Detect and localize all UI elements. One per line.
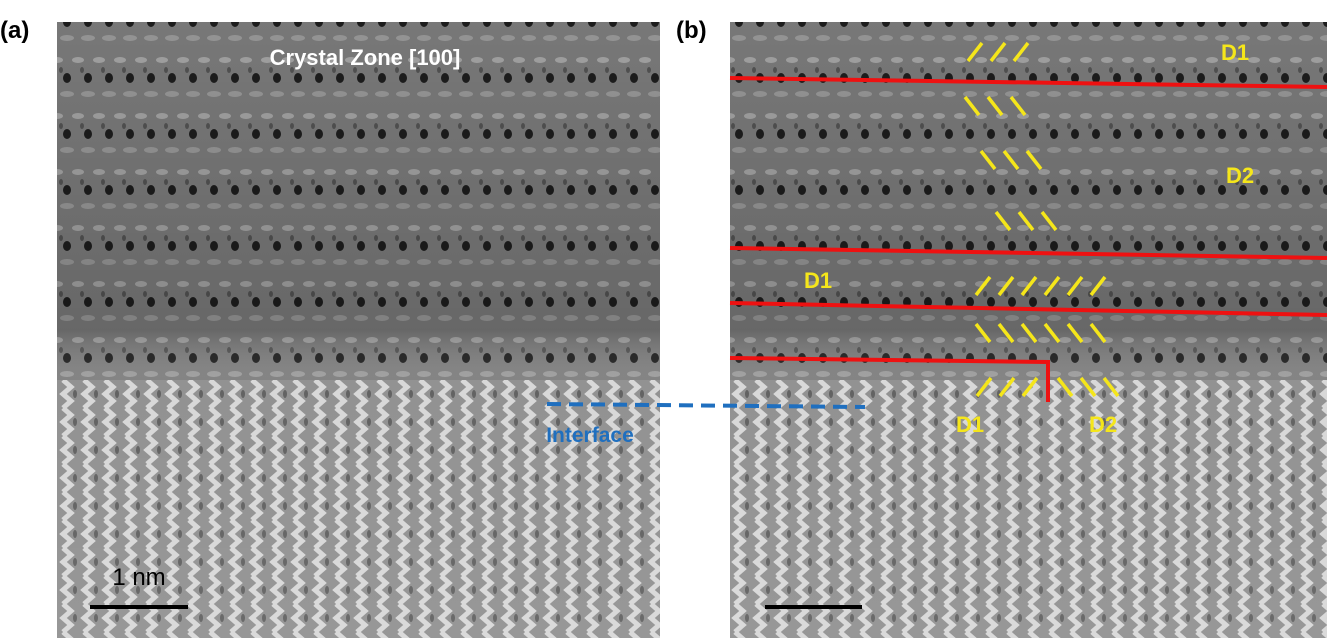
panel-label: (b) [676,17,707,44]
domain-label: D1 [956,412,984,437]
figure: (a) (b) Crystal Zone [100] 1 nm Interfac… [0,0,1327,638]
zone-title: Crystal Zone [100] [270,45,461,70]
interface-label: Interface [546,424,634,447]
domain-label: D1 [804,268,832,293]
panel-label: (a) [0,17,29,44]
domain-label: D2 [1089,412,1117,437]
domain-label: D2 [1226,163,1254,188]
panel-a-image [57,22,660,638]
scale-label: 1 nm [112,564,165,591]
domain-label: D1 [1221,40,1249,65]
